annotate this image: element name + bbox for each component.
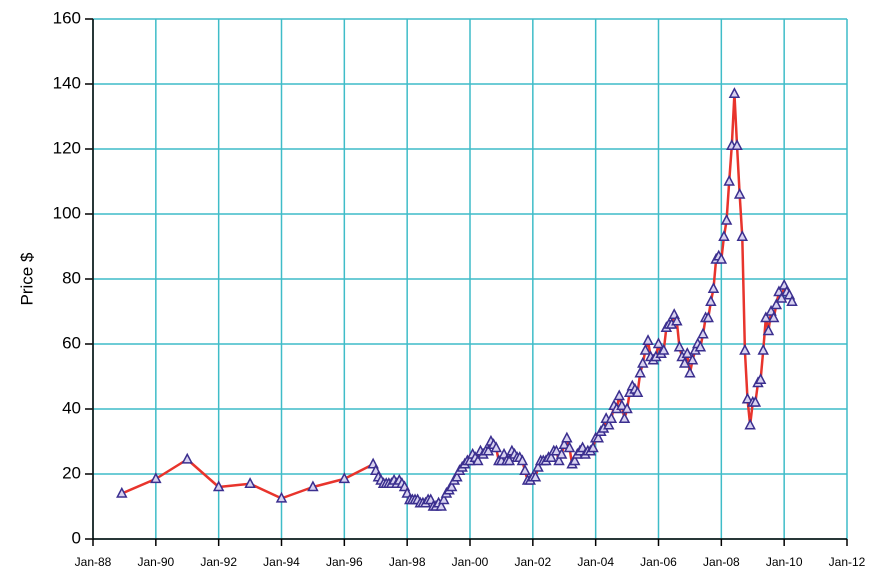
data-point	[707, 282, 720, 293]
x-tick-label: Jan-98	[389, 555, 426, 569]
data-point	[702, 311, 714, 323]
data-point	[587, 441, 599, 453]
data-point	[639, 343, 652, 355]
data-point	[445, 480, 458, 492]
y-tick-label: 20	[62, 463, 81, 482]
x-tick-label: Jan-96	[326, 555, 363, 569]
data-point	[715, 252, 728, 264]
data-point	[618, 412, 631, 423]
data-point	[181, 452, 193, 464]
data-point	[739, 343, 751, 355]
data-point	[451, 470, 463, 482]
data-point	[338, 472, 351, 484]
data-point	[532, 460, 544, 472]
data-point	[736, 230, 749, 241]
x-tick-label: Jan-10	[766, 555, 803, 569]
data-point	[718, 230, 730, 241]
y-tick-label: 140	[53, 73, 81, 92]
data-point	[472, 454, 484, 466]
data-point	[678, 356, 691, 368]
x-tick-label: Jan-92	[200, 555, 237, 569]
y-tick-label: 100	[53, 203, 81, 222]
data-point	[275, 491, 288, 503]
data-point	[694, 340, 707, 352]
x-tick-label: Jan-02	[514, 555, 551, 569]
data-point	[657, 343, 670, 355]
y-tick-label: 80	[62, 268, 81, 287]
data-point	[754, 373, 767, 384]
data-point	[212, 480, 225, 492]
data-point	[482, 444, 495, 456]
data-point	[613, 389, 625, 401]
data-point	[516, 454, 529, 466]
x-tick-label: Jan-12	[829, 555, 866, 569]
data-point	[728, 87, 741, 98]
data-point	[592, 431, 605, 443]
data-point	[553, 454, 565, 466]
data-point	[671, 314, 683, 326]
data-point	[733, 187, 746, 199]
data-point	[150, 472, 162, 484]
x-tick-label: Jan-04	[577, 555, 614, 569]
y-tick-label: 40	[62, 398, 81, 417]
data-point	[637, 356, 649, 368]
data-point	[558, 438, 570, 449]
data-point	[720, 213, 733, 225]
data-point	[749, 395, 762, 407]
y-tick-label: 0	[72, 528, 81, 547]
data-point	[770, 298, 783, 310]
data-point	[603, 418, 615, 430]
data-point	[307, 480, 319, 492]
x-tick-label: Jan-08	[703, 555, 740, 569]
data-point	[652, 337, 665, 349]
data-point	[545, 451, 557, 462]
data-point	[757, 343, 769, 355]
data-point	[762, 324, 775, 336]
data-point	[775, 291, 788, 303]
data-point	[723, 174, 735, 186]
data-point	[490, 441, 502, 453]
y-tick-label: 60	[62, 333, 81, 352]
data-point	[786, 295, 798, 306]
data-point	[744, 418, 756, 430]
data-point	[435, 499, 447, 511]
data-point	[568, 454, 581, 466]
data-point	[244, 477, 256, 488]
data-point	[697, 327, 709, 339]
data-point	[705, 295, 717, 306]
data-point	[634, 366, 646, 378]
y-tick-label: 160	[53, 8, 81, 27]
data-point	[731, 139, 743, 150]
data-point	[519, 464, 531, 475]
data-point	[561, 431, 573, 443]
data-point	[550, 444, 563, 456]
x-tick-label: Jan-90	[137, 555, 174, 569]
series-line	[121, 92, 794, 508]
data-point	[621, 402, 633, 414]
x-tick-label: Jan-88	[75, 555, 112, 569]
data-point	[116, 486, 128, 498]
data-point	[673, 340, 686, 352]
data-point	[631, 386, 644, 397]
data-point	[503, 454, 516, 466]
data-point	[681, 347, 694, 358]
data-point	[563, 441, 576, 453]
data-point	[438, 493, 450, 505]
x-tick-label: Jan-00	[452, 555, 489, 569]
data-point	[605, 412, 618, 423]
data-point	[760, 311, 772, 323]
x-tick-label: Jan-94	[263, 555, 300, 569]
data-point	[767, 311, 780, 323]
y-tick-label: 120	[53, 138, 81, 157]
data-point	[684, 366, 696, 378]
x-tick-label: Jan-06	[640, 555, 677, 569]
data-point	[741, 392, 754, 404]
data-point	[529, 470, 542, 482]
data-point	[642, 334, 654, 345]
data-point	[555, 447, 568, 459]
data-point	[616, 399, 628, 410]
data-point	[686, 353, 699, 365]
y-axis-label: Price $	[17, 252, 36, 305]
